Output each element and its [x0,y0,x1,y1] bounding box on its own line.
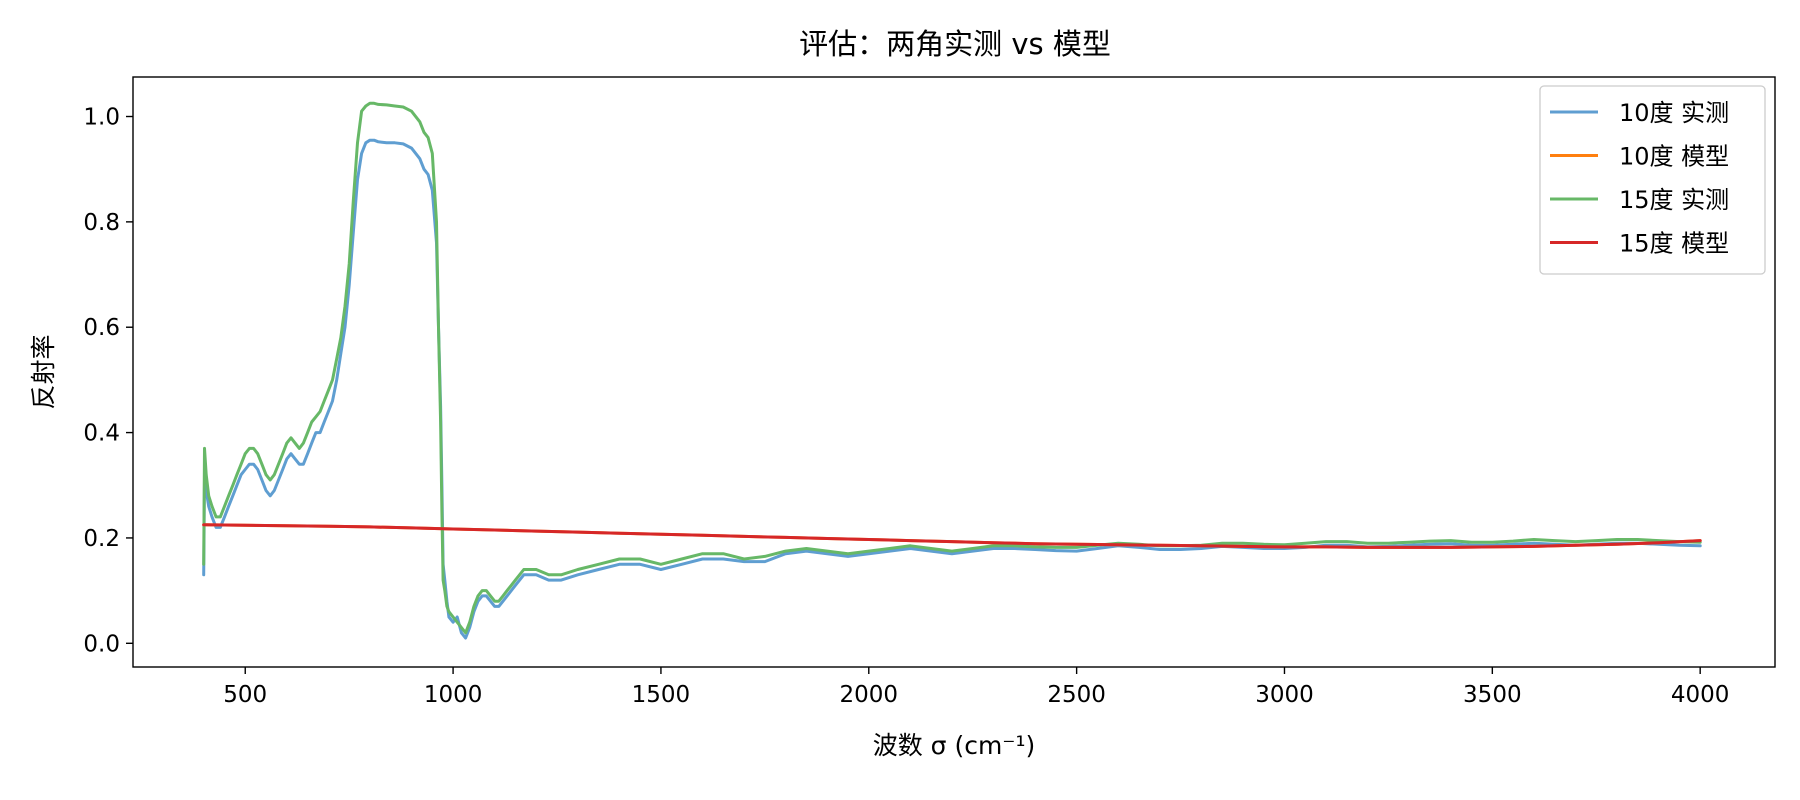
legend-label-2: 10度 模型 [1619,143,1729,171]
x-tick-label: 500 [223,682,267,708]
x-tick-label: 4000 [1671,682,1730,708]
legend: 10度 实测 10度 模型 15度 实测 15度 模型 [1539,85,1766,275]
y-tick-label: 0.8 [83,210,120,236]
y-tick-label: 0.4 [83,421,120,447]
series-line-3 [202,101,1702,635]
y-axis: 0.0 0.2 0.4 0.6 0.8 1.0 [83,105,133,657]
x-tick-label: 3000 [1255,682,1314,708]
x-tick-label: 3500 [1463,682,1522,708]
y-tick-label: 1.0 [83,105,120,131]
legend-label-4: 15度 模型 [1619,230,1729,258]
legend-label-1: 10度 实测 [1619,99,1729,127]
x-tick-label: 1500 [632,682,691,708]
y-tick-label: 0.0 [83,631,120,657]
legend-label-3: 15度 实测 [1619,186,1729,214]
plot-frame [132,76,1776,668]
x-axis: 500 1000 1500 2000 2500 3000 3500 4000 [223,667,1729,708]
x-tick-label: 2500 [1047,682,1106,708]
chart-title: 评估：两角实测 vs 模型 [799,27,1111,61]
x-axis-label: 波数 σ (cm⁻¹) [873,731,1036,760]
plot-area [202,101,1702,640]
y-tick-label: 0.2 [83,526,120,552]
series-line-4 [202,523,1702,549]
x-tick-label: 2000 [840,682,899,708]
legend-box [1539,85,1766,275]
y-axis-label: 反射率 [29,334,58,409]
x-tick-label: 1000 [424,682,483,708]
y-tick-label: 0.6 [83,315,120,341]
